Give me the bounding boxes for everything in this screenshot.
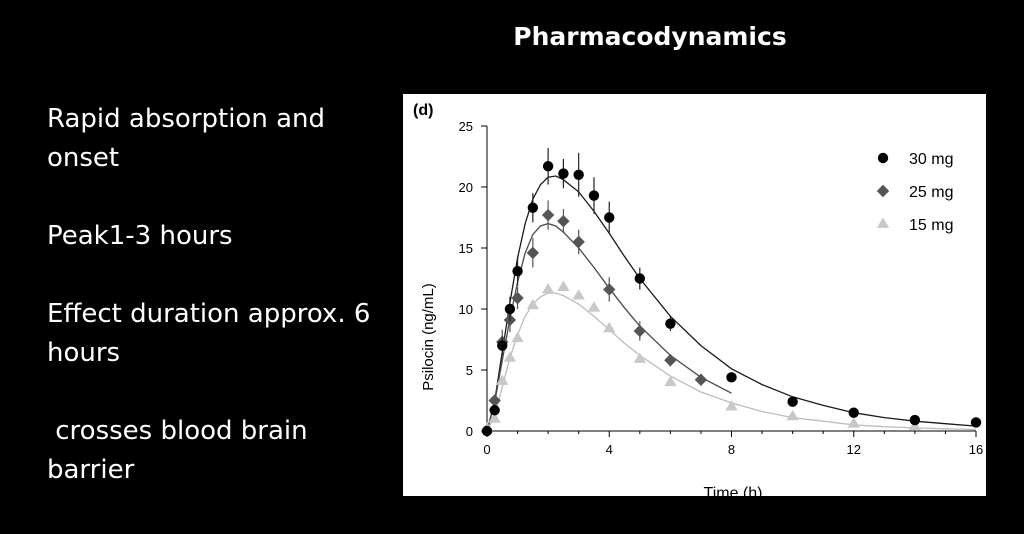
point-15mg — [511, 331, 524, 343]
point-30mg — [634, 273, 646, 284]
point-15mg — [526, 298, 540, 310]
x-tick-label: 16 — [969, 442, 983, 457]
point-15mg — [572, 289, 585, 300]
point-30mg — [726, 372, 737, 383]
point-15mg — [725, 400, 738, 411]
point-15mg — [488, 412, 501, 423]
chart-panel: (d) 0 4 8 12 16 0 5 10 15 20 25 30 mg 25 mg 15 mg Ps… — [403, 94, 986, 496]
bullet-duration: Effect duration approx. 6 hours — [47, 299, 379, 368]
point-30mg — [665, 318, 676, 329]
point-30mg — [542, 161, 554, 172]
point-30mg — [909, 414, 921, 426]
bullet-bbb: crosses blood brain barrier — [47, 416, 316, 485]
point-15mg — [633, 352, 646, 363]
y-tick-label: 15 — [459, 241, 473, 256]
panel-label: (d) — [413, 102, 433, 119]
y-tick-label: 20 — [459, 180, 473, 195]
bullet-list: Rapid absorption and onset Peak1-3 hours… — [47, 100, 377, 490]
bullet-absorption: Rapid absorption and onset — [47, 104, 334, 173]
x-tick-label: 0 — [483, 442, 490, 457]
point-15mg — [664, 375, 677, 387]
legend-marker-15mg — [876, 217, 890, 228]
point-30mg — [604, 212, 615, 223]
legend-label: 30 mg — [909, 151, 953, 168]
point-15mg — [503, 351, 517, 362]
point-30mg — [970, 417, 982, 428]
y-axis-label: Psilocin (ng/mL) — [420, 283, 437, 391]
point-25mg — [694, 373, 708, 386]
legend-marker-25mg — [876, 184, 890, 198]
legend-label: 15 mg — [909, 217, 953, 234]
point-25mg — [488, 394, 501, 407]
point-30mg — [527, 202, 539, 213]
point-30mg — [512, 265, 523, 277]
point-15mg — [786, 409, 799, 421]
point-15mg — [557, 280, 570, 291]
x-tick-label: 4 — [606, 442, 613, 457]
y-tick-label: 10 — [459, 302, 473, 317]
point-30mg — [497, 340, 508, 351]
point-25mg — [664, 354, 677, 367]
x-axis-label: Time (h) — [704, 485, 763, 496]
point-30mg — [504, 303, 516, 315]
bullet-peak: Peak1-3 hours — [47, 221, 233, 251]
point-15mg — [603, 322, 616, 333]
point-25mg — [633, 324, 647, 338]
point-25mg — [526, 246, 540, 260]
point-15mg — [847, 417, 860, 428]
fit-curve-30mg — [486, 175, 977, 432]
point-30mg — [787, 396, 798, 407]
point-25mg — [603, 283, 616, 296]
y-tick-label: 25 — [459, 119, 473, 134]
slide-title: Pharmacodynamics — [513, 22, 787, 51]
x-tick-label: 12 — [847, 442, 861, 457]
point-25mg — [511, 291, 524, 305]
legend-marker-30mg — [877, 152, 889, 164]
point-30mg — [489, 405, 500, 416]
legend-label: 25 mg — [909, 184, 953, 201]
point-30mg — [848, 407, 859, 418]
point-15mg — [587, 301, 601, 312]
point-30mg — [573, 169, 584, 180]
point-30mg — [558, 168, 569, 179]
x-tick-label: 8 — [728, 442, 735, 457]
point-15mg — [541, 282, 555, 294]
point-25mg — [557, 214, 570, 228]
psilocin-chart: (d) 0 4 8 12 16 0 5 10 15 20 25 30 mg 25 mg 15 mg Ps… — [413, 102, 983, 496]
point-30mg — [588, 190, 600, 201]
point-25mg — [572, 235, 585, 249]
y-tick-label: 0 — [466, 424, 473, 439]
point-30mg — [481, 425, 493, 437]
point-25mg — [541, 208, 555, 222]
point-15mg — [496, 374, 509, 385]
y-tick-label: 5 — [466, 363, 473, 378]
